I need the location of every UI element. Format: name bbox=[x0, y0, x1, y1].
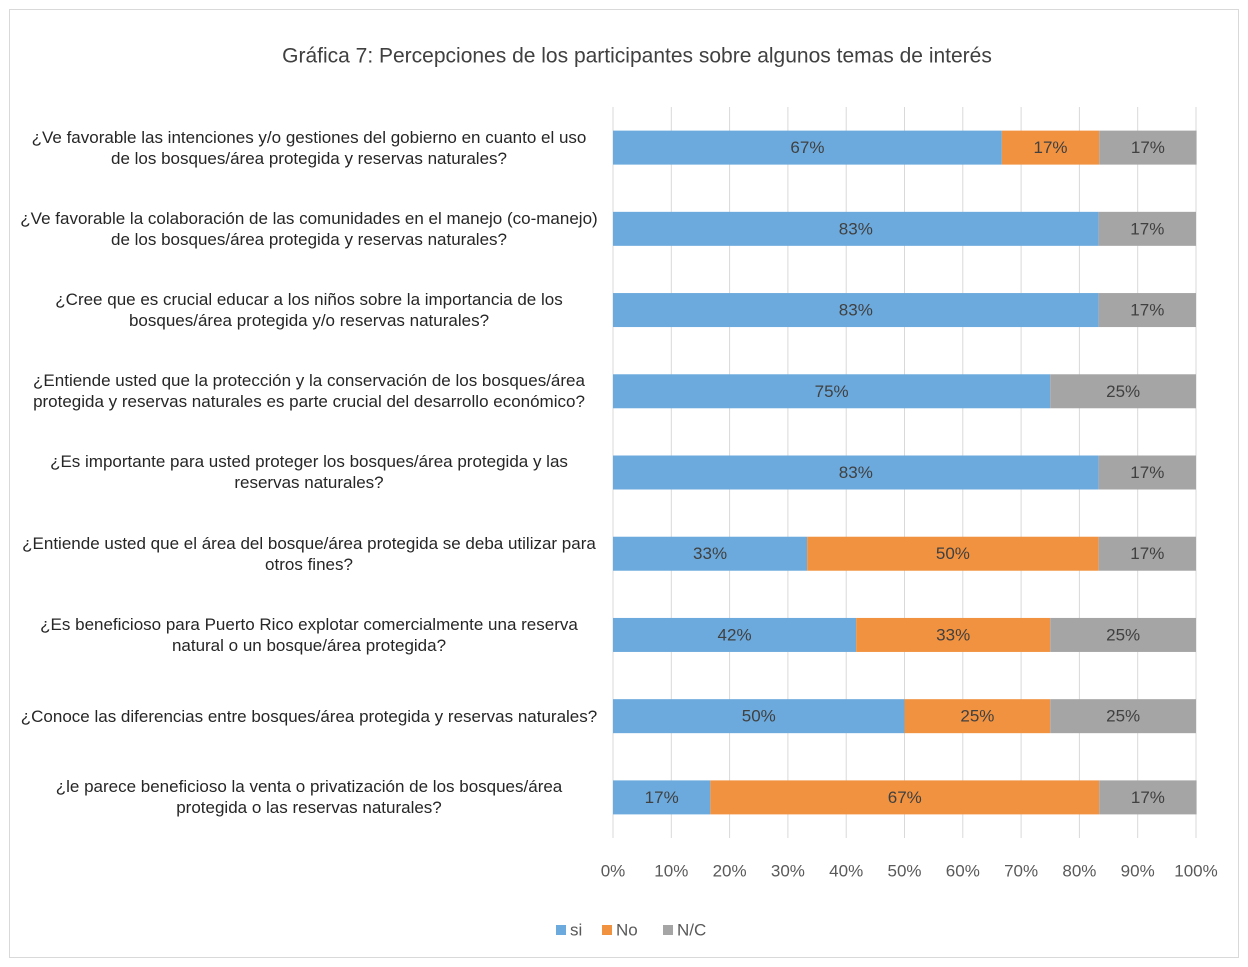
y-tick-label: ¿Es importante para usted proteger los b… bbox=[50, 452, 568, 493]
data-label: 75% bbox=[815, 382, 849, 401]
data-label: 25% bbox=[1106, 625, 1140, 644]
bar-segment bbox=[1001, 130, 1100, 165]
x-tick-label: 90% bbox=[1121, 861, 1155, 880]
data-label: 17% bbox=[1130, 544, 1164, 563]
x-tick-label: 40% bbox=[829, 861, 863, 880]
data-label: 50% bbox=[742, 707, 776, 726]
data-label: 17% bbox=[1130, 219, 1164, 238]
data-label: 83% bbox=[839, 301, 873, 320]
bar-segment bbox=[1099, 130, 1197, 165]
category-label-box: ¿Entiende usted que el área del bosque/á… bbox=[22, 533, 596, 574]
data-label: 17% bbox=[1131, 788, 1165, 807]
legend-label: No bbox=[616, 920, 638, 939]
bar-segment bbox=[613, 455, 1099, 490]
y-tick-label: ¿Conoce las diferencias entre bosques/ár… bbox=[20, 706, 598, 726]
data-label: 25% bbox=[960, 707, 994, 726]
data-label: 83% bbox=[839, 219, 873, 238]
data-label: 17% bbox=[1130, 301, 1164, 320]
legend-swatch bbox=[602, 925, 612, 935]
data-label: 42% bbox=[718, 625, 752, 644]
x-tick-label: 50% bbox=[887, 861, 921, 880]
data-label: 17% bbox=[1131, 138, 1165, 157]
data-label: 50% bbox=[936, 544, 970, 563]
y-tick-label: ¿Entiende usted que la protección y la c… bbox=[33, 371, 585, 412]
y-tick-label: ¿Ve favorable la colaboración de las com… bbox=[20, 208, 598, 249]
x-tick-label: 100% bbox=[1174, 861, 1217, 880]
data-label: 67% bbox=[790, 138, 824, 157]
legend-swatch bbox=[663, 925, 673, 935]
x-tick-label: 80% bbox=[1062, 861, 1096, 880]
category-label-box: ¿Entiende usted que la protección y la c… bbox=[33, 371, 585, 412]
bar-segment bbox=[1098, 536, 1196, 571]
data-label: 67% bbox=[888, 788, 922, 807]
bar-segment bbox=[1099, 780, 1197, 815]
bar-segment bbox=[613, 699, 905, 734]
data-label: 17% bbox=[1130, 463, 1164, 482]
category-label-box: ¿Es beneficioso para Puerto Rico explota… bbox=[40, 614, 578, 655]
bar-segment bbox=[856, 617, 1051, 652]
chart-title: Gráfica 7: Percepciones de los participa… bbox=[282, 45, 992, 68]
category-label-box: ¿Es importante para usted proteger los b… bbox=[50, 452, 568, 493]
data-label: 17% bbox=[645, 788, 679, 807]
category-label-box: ¿Conoce las diferencias entre bosques/ár… bbox=[20, 706, 598, 726]
category-label-box: ¿Ve favorable las intenciones y/o gestio… bbox=[31, 127, 587, 168]
bar-segment bbox=[1050, 699, 1196, 734]
bar-segment bbox=[1098, 455, 1196, 490]
bar-segment bbox=[1098, 211, 1196, 246]
bar-segment bbox=[807, 536, 1099, 571]
bar-segment bbox=[613, 293, 1099, 328]
legend-swatch bbox=[556, 925, 566, 935]
data-label: 33% bbox=[693, 544, 727, 563]
bar-segment bbox=[613, 130, 1002, 165]
bar-segment bbox=[1098, 293, 1196, 328]
y-tick-label: ¿Entiende usted que el área del bosque/á… bbox=[22, 533, 596, 574]
bar-segment bbox=[613, 374, 1051, 409]
data-label: 17% bbox=[1034, 138, 1068, 157]
bar-segment bbox=[1050, 617, 1196, 652]
bar-segment bbox=[904, 699, 1051, 734]
x-tick-label: 30% bbox=[771, 861, 805, 880]
data-label: 83% bbox=[839, 463, 873, 482]
y-tick-label: ¿le parece beneficioso la venta o privat… bbox=[55, 777, 563, 818]
bar-segment bbox=[613, 211, 1099, 246]
data-label: 33% bbox=[936, 625, 970, 644]
y-tick-label: ¿Cree que es crucial educar a los niños … bbox=[55, 290, 563, 331]
bar-segment bbox=[613, 780, 711, 815]
data-label: 25% bbox=[1106, 382, 1140, 401]
category-label-box: ¿Ve favorable la colaboración de las com… bbox=[20, 208, 598, 249]
bar-segment bbox=[710, 780, 1100, 815]
x-tick-label: 10% bbox=[654, 861, 688, 880]
x-tick-label: 70% bbox=[1004, 861, 1038, 880]
category-label-box: ¿Cree que es crucial educar a los niños … bbox=[55, 290, 563, 331]
bar-segment bbox=[1050, 374, 1196, 409]
data-label: 25% bbox=[1106, 707, 1140, 726]
x-tick-label: 20% bbox=[713, 861, 747, 880]
x-tick-label: 60% bbox=[946, 861, 980, 880]
y-tick-label: ¿Es beneficioso para Puerto Rico explota… bbox=[40, 614, 578, 655]
legend-label: N/C bbox=[677, 920, 706, 939]
bar-segment bbox=[613, 617, 857, 652]
bar-segment bbox=[613, 536, 808, 571]
category-label-box: ¿le parece beneficioso la venta o privat… bbox=[55, 777, 563, 818]
legend-label: si bbox=[570, 920, 582, 939]
x-tick-label: 0% bbox=[601, 861, 626, 880]
y-tick-label: ¿Ve favorable las intenciones y/o gestio… bbox=[31, 127, 587, 168]
